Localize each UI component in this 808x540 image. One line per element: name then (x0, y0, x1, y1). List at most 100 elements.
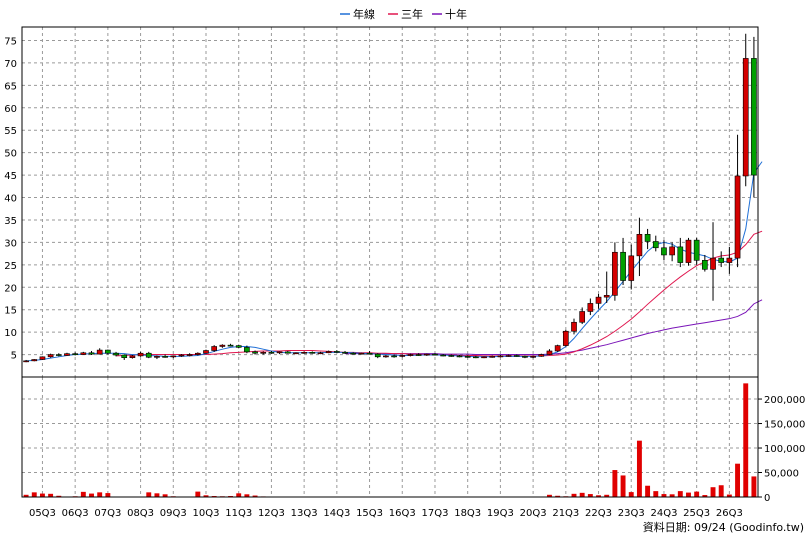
volume-bar (31, 492, 37, 497)
candle (170, 355, 177, 359)
candle-body (137, 352, 144, 357)
candle (194, 352, 201, 356)
price-grid (22, 27, 758, 377)
candle-body (154, 356, 160, 358)
candle (571, 318, 577, 335)
candle-body (554, 345, 561, 352)
x-tick-label: 07Q3 (94, 508, 121, 519)
candle (309, 351, 316, 354)
candle (587, 298, 594, 316)
volume-y-tick-label: 200,000 (764, 395, 805, 406)
volume-bar (661, 494, 667, 497)
price-y-axis: 5 10 15 20 25 30 35 40 45 50 55 60 65 70 75 (4, 36, 17, 361)
volume-y-tick-label: 100,000 (764, 444, 805, 455)
price-y-tick-label: 75 (4, 36, 17, 47)
candle (481, 356, 487, 359)
x-tick-label: 12Q3 (258, 508, 285, 519)
volume-bar (97, 492, 103, 497)
candle (546, 349, 553, 356)
candle (72, 352, 78, 356)
candle (64, 352, 70, 356)
candle-body (39, 356, 46, 360)
x-tick-label: 15Q3 (356, 508, 383, 519)
candle-body (530, 356, 536, 358)
candle (407, 353, 414, 357)
candle-body (751, 58, 757, 176)
candle-body (23, 360, 29, 363)
volume-bar (743, 383, 749, 497)
x-tick-label: 08Q3 (127, 508, 154, 519)
price-y-tick-label: 60 (4, 104, 17, 115)
volume-bar (694, 491, 700, 497)
candle (497, 355, 504, 358)
candle-body (162, 356, 168, 358)
volume-bar (677, 491, 683, 497)
candle-body (325, 351, 332, 354)
price-y-tick-label: 35 (4, 216, 17, 227)
candle-body (186, 354, 193, 356)
candle (96, 348, 103, 355)
candle (513, 354, 520, 357)
candle (612, 242, 618, 301)
candle-body (628, 255, 635, 281)
candle (710, 222, 716, 301)
candle (268, 350, 275, 354)
candle-body (72, 353, 78, 355)
candle-body (702, 260, 708, 270)
x-tick-label: 20Q3 (520, 508, 547, 519)
volume-grid (22, 377, 758, 497)
candle (530, 355, 536, 359)
candle-body (276, 351, 283, 354)
candle (693, 237, 700, 265)
candle (55, 353, 62, 357)
candle-body (47, 354, 54, 358)
candle (80, 351, 87, 356)
candle (652, 235, 659, 252)
candle-body (685, 239, 692, 263)
candle (603, 271, 610, 303)
candle-body (170, 355, 177, 358)
candle-body (145, 352, 152, 358)
x-tick-label: 11Q3 (225, 508, 252, 519)
ten-year-ma-line (345, 299, 763, 356)
volume-bar (718, 485, 724, 497)
candle (685, 237, 692, 266)
x-tick-label: 10Q3 (193, 508, 220, 519)
x-tick-label: 05Q3 (29, 508, 56, 519)
candle-body (252, 351, 258, 354)
price-panel: 5 10 15 20 25 30 35 40 45 50 55 60 65 70 75 (4, 26, 763, 378)
candle-body (374, 353, 381, 358)
candle-body (742, 58, 749, 177)
candle-body (105, 349, 111, 354)
volume-bar (244, 494, 250, 497)
candle (227, 343, 234, 347)
candle (448, 354, 455, 357)
price-plot-frame (21, 26, 759, 378)
volume-bar (726, 494, 732, 497)
x-tick-label: 23Q3 (618, 508, 645, 519)
volume-bar (702, 495, 708, 497)
price-y-tick-label: 25 (4, 261, 17, 272)
candle-body (612, 251, 618, 296)
candle (628, 244, 635, 290)
legend-label-three-year: 三年 (401, 7, 423, 21)
candle-body (644, 234, 651, 242)
candle-body (309, 352, 316, 354)
legend-label-annual: 年線 (353, 7, 375, 21)
volume-bar (587, 494, 593, 497)
candle (554, 344, 561, 352)
volume-bar (751, 476, 757, 497)
volume-bar (636, 440, 642, 497)
candle (178, 354, 185, 357)
price-y-tick-label: 65 (4, 81, 17, 92)
candle (661, 240, 667, 261)
candle-body (31, 359, 38, 362)
chart-legend: 年線 三年 十年 (340, 7, 467, 21)
candle (538, 353, 545, 357)
candle-body (293, 352, 299, 355)
candle-body (661, 247, 667, 256)
price-y-tick-label: 40 (4, 194, 17, 205)
volume-bar (735, 463, 741, 497)
candle (211, 345, 218, 352)
x-axis: 05Q3 06Q3 07Q3 08Q3 09Q3 10Q3 11Q3 12Q3 13Q3 14Q3… (29, 508, 743, 519)
